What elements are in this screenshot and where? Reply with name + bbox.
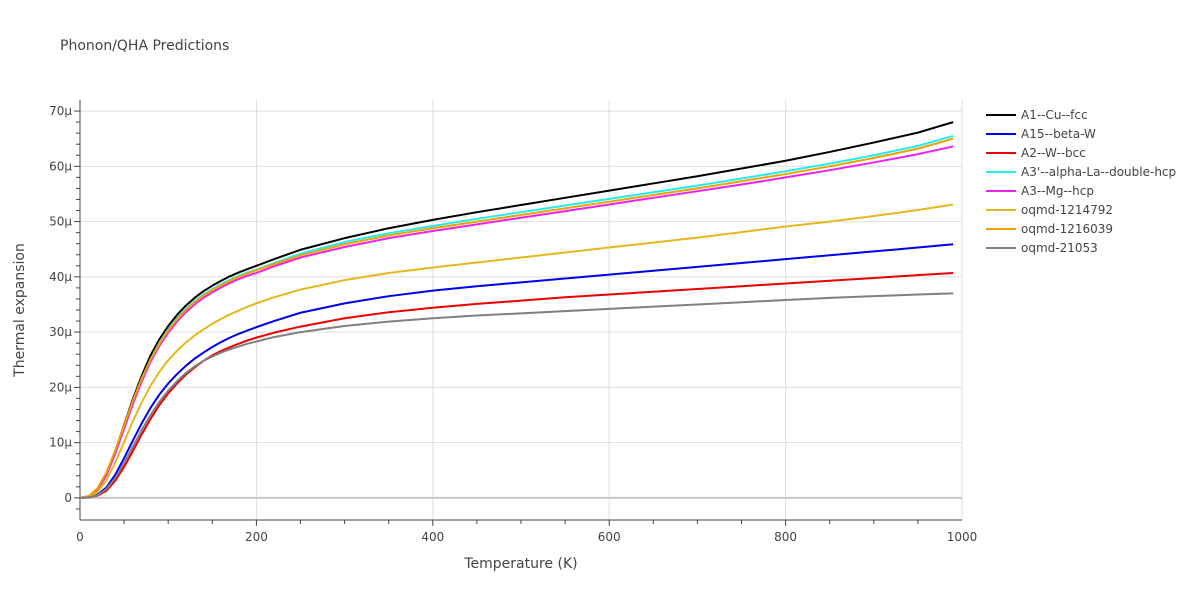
series-line[interactable]: [79, 243, 954, 499]
legend[interactable]: A1--Cu--fcc A15--beta-W A2--W--bcc A3'--alp…: [986, 108, 1176, 255]
legend-item[interactable]: A2--W--bcc: [986, 146, 1086, 160]
legend-item[interactable]: A1--Cu--fcc: [986, 108, 1088, 122]
y-tick-label: 60μ: [49, 159, 72, 173]
legend-label: A15--beta-W: [1021, 127, 1096, 141]
legend-item[interactable]: A3'--alpha-La--double-hcp: [986, 165, 1176, 179]
x-tick-label: 800: [774, 530, 797, 544]
series-line[interactable]: [79, 292, 954, 499]
series-line[interactable]: [79, 145, 954, 499]
y-axis-title: Thermal expansion: [12, 243, 28, 378]
axes: 0 200 400 600 800 1000 0 10μ 20μ 30μ 40μ 50μ 60μ 70μ: [49, 100, 977, 544]
legend-label: A3'--alpha-La--double-hcp: [1021, 165, 1176, 179]
y-tick-label: 20μ: [49, 380, 72, 394]
x-tick-label: 400: [421, 530, 444, 544]
y-tick-label: 50μ: [49, 215, 72, 229]
x-tick-label: 1000: [947, 530, 978, 544]
grid: [80, 100, 963, 520]
legend-label: A2--W--bcc: [1021, 146, 1086, 160]
x-tick-label: 600: [598, 530, 621, 544]
legend-label: oqmd-21053: [1021, 241, 1098, 255]
legend-label: oqmd-1216039: [1021, 222, 1113, 236]
y-tick-label: 10μ: [49, 436, 72, 450]
legend-label: oqmd-1214792: [1021, 203, 1113, 217]
y-tick-label: 0: [64, 491, 72, 505]
legend-item[interactable]: oqmd-21053: [986, 241, 1098, 255]
series-line[interactable]: [79, 121, 954, 499]
legend-item[interactable]: A15--beta-W: [986, 127, 1096, 141]
legend-item[interactable]: oqmd-1214792: [986, 203, 1113, 217]
x-tick-label: 0: [76, 530, 84, 544]
x-tick-label: 200: [245, 530, 268, 544]
y-tick-label: 30μ: [49, 325, 72, 339]
legend-label: A1--Cu--fcc: [1021, 108, 1088, 122]
series-line[interactable]: [79, 271, 954, 499]
series-line[interactable]: [79, 203, 954, 499]
legend-item[interactable]: A3--Mg--hcp: [986, 184, 1094, 198]
y-tick-label: 70μ: [49, 104, 72, 118]
legend-label: A3--Mg--hcp: [1021, 184, 1094, 198]
series-line[interactable]: [79, 137, 954, 499]
chart-title: Phonon/QHA Predictions: [60, 38, 229, 54]
x-axis-title: Temperature (K): [463, 556, 577, 572]
y-tick-label: 40μ: [49, 270, 72, 284]
legend-item[interactable]: oqmd-1216039: [986, 222, 1113, 236]
series-line[interactable]: [79, 134, 954, 499]
plot-area[interactable]: [79, 121, 954, 499]
